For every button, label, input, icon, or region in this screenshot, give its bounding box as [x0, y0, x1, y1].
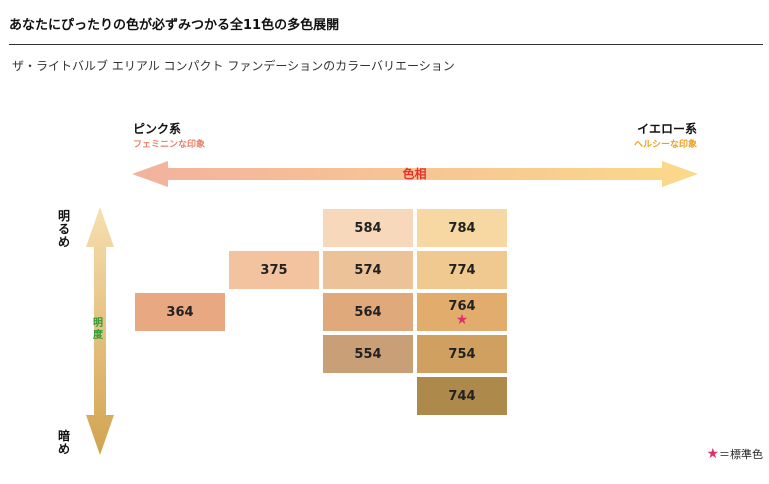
swatch-774: 774	[417, 251, 507, 289]
swatch-code: 574	[354, 262, 382, 278]
lightness-axis-arrow	[86, 207, 114, 455]
yellow-tone-caption: ヘルシーな印象	[633, 140, 697, 150]
swatch-764: 764 ★	[417, 293, 507, 331]
hue-axis-label: 色相	[402, 167, 427, 181]
lightness-axis-label: 明度	[93, 318, 103, 341]
swatch-364: 364	[135, 293, 225, 331]
swatch-code: 764	[448, 298, 476, 314]
page-subtitle: ザ・ライトバルブ エリアル コンパクト ファンデーションのカラーバリエーション	[12, 59, 455, 73]
pink-tone-caption: フェミニンな印象	[133, 140, 206, 150]
swatch-code: 554	[354, 346, 382, 362]
swatch-code: 744	[448, 388, 476, 404]
swatch-554: 554	[323, 335, 413, 373]
swatch-784: 784	[417, 209, 507, 247]
swatch-564: 564	[323, 293, 413, 331]
swatch-574: 574	[323, 251, 413, 289]
swatch-375: 375	[229, 251, 319, 289]
legend: ★＝標準色	[706, 446, 763, 462]
pink-tone-label: ピンク系	[133, 122, 182, 136]
swatch-code: 584	[354, 220, 382, 236]
swatch-code: 564	[354, 304, 382, 320]
title-divider	[9, 44, 763, 45]
legend-text: ＝標準色	[719, 448, 763, 461]
swatch-584: 584	[323, 209, 413, 247]
hue-axis-arrow	[132, 161, 698, 187]
standard-star-icon: ★	[455, 312, 469, 328]
swatch-code: 784	[448, 220, 476, 236]
star-icon: ★	[706, 446, 719, 462]
swatch-code: 364	[166, 304, 194, 320]
swatch-code: 754	[448, 346, 476, 362]
lightness-bottom-label: 暗め	[58, 429, 71, 456]
lightness-top-label: 明るめ	[58, 209, 71, 249]
page-title: あなたにぴったりの色が必ずみつかる全11色の多色展開	[9, 18, 340, 33]
swatch-754: 754	[417, 335, 507, 373]
swatch-code: 375	[260, 262, 288, 278]
swatch-code: 774	[448, 262, 476, 278]
swatch-744: 744	[417, 377, 507, 415]
yellow-tone-label: イエロー系	[637, 122, 697, 136]
